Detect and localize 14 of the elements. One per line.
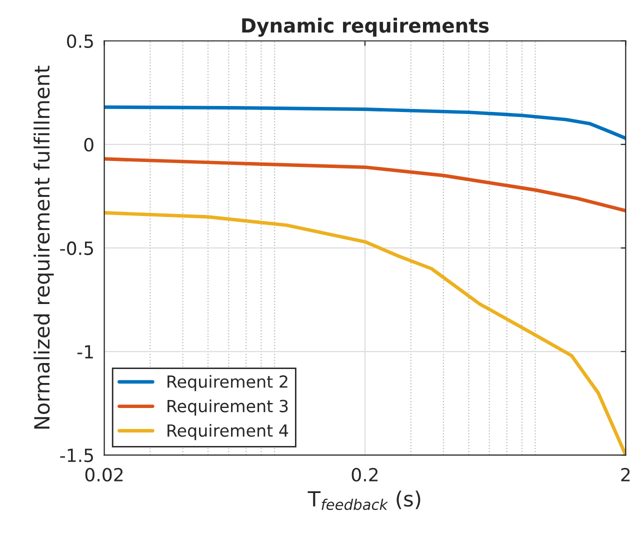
y-tick-label: 0.5 — [67, 34, 93, 48]
y-axis-title: Normalized requirement fulfillment — [34, 66, 54, 429]
legend-label: Requirement 2 — [168, 375, 288, 392]
legend-label: Requirement 4 — [168, 424, 288, 440]
y-tick-label: -0.5 — [60, 241, 93, 256]
y-tick-label: -1 — [77, 345, 93, 358]
x-tick-label: 2 — [621, 468, 630, 482]
x-axis-title: T$_{feedback}$ (s) — [308, 490, 420, 510]
y-tick-label: -1.5 — [60, 448, 93, 462]
x-tick-label: 0.2 — [352, 468, 378, 482]
y-tick-label: 0 — [84, 138, 94, 152]
x-tick-label: 0.02 — [85, 468, 123, 482]
legend-label: Requirement 3 — [168, 399, 288, 416]
chart-title: Dynamic requirements — [242, 18, 489, 37]
